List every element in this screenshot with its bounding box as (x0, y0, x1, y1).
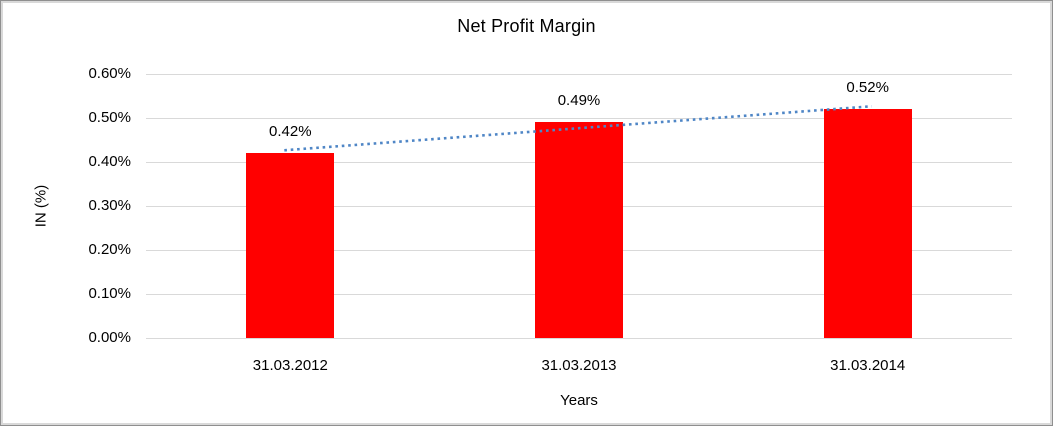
bar-data-label: 0.42% (269, 123, 312, 141)
x-tick-label: 31.03.2013 (541, 357, 617, 374)
gridline (146, 73, 1012, 75)
x-tick-label: 31.03.2012 (252, 357, 328, 374)
bar (535, 122, 623, 338)
bar (823, 109, 912, 338)
bar-data-label: 0.52% (846, 79, 889, 97)
y-tick-label: 0.00% (88, 329, 131, 346)
gridline (146, 337, 1012, 339)
y-tick-label: 0.20% (88, 241, 131, 258)
y-tick-label: 0.60% (88, 65, 131, 82)
chart-title: Net Profit Margin (457, 16, 596, 36)
bar-data-label: 0.49% (557, 92, 601, 110)
y-tick-label: 0.40% (88, 153, 131, 170)
y-tick-label: 0.10% (88, 285, 131, 302)
bar (246, 153, 335, 338)
x-tick-label: 31.03.2014 (830, 357, 906, 374)
x-axis-title: Years (560, 392, 598, 409)
y-tick-label: 0.30% (88, 197, 131, 214)
y-tick-label: 0.50% (88, 109, 131, 126)
